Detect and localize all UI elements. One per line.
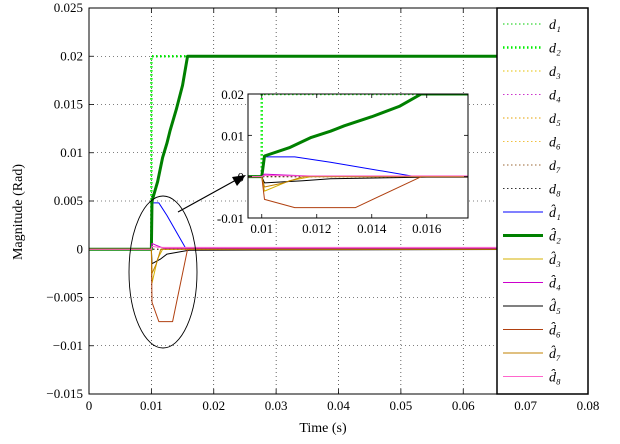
x-tick-label: 0.01 <box>140 398 163 413</box>
x-tick-label: 0 <box>86 398 93 413</box>
legend-label-d3_hat: d̂₃ <box>549 251 561 268</box>
series-line-d2_hat <box>89 54 588 251</box>
y-tick-label: −0.01 <box>53 338 83 353</box>
y-tick-label: 0.015 <box>54 97 83 112</box>
x-axis-label: Time (s) <box>299 421 347 436</box>
inset-y-tick-label: 0.01 <box>221 128 244 143</box>
legend-label-d6: d₆ <box>549 136 561 151</box>
x-tick-label: 0.07 <box>514 398 537 413</box>
legend-label-d4_hat: d̂₄ <box>549 275 561 292</box>
series-line-d8_hat <box>248 174 468 178</box>
legend: d₁ d₂ d₃ d₄ d₅ d₆ d₇ d₈ d̂₁ d̂₂ d̂₃ d̂₄ d̂₅ d̂₆ d̂₇ d̂₈ <box>496 7 589 395</box>
inset-x-tick-label: 0.012 <box>302 221 331 236</box>
inset-y-tick-label: 0.02 <box>221 87 244 102</box>
legend-label-d1_hat: d̂₁ <box>549 204 561 221</box>
inset-y-tick-label: 0 <box>238 170 245 185</box>
legend-label-d1: d₁ <box>549 18 561 33</box>
inset-frame <box>247 93 469 219</box>
y-tick-label: −0.005 <box>46 290 83 305</box>
zoom-region-ellipse <box>128 195 198 349</box>
inset-x-tick-label: 0.01 <box>250 221 273 236</box>
legend-label-d6_hat: d̂₆ <box>549 322 561 339</box>
legend-label-d7: d₇ <box>549 159 561 174</box>
y-tick-label: 0.025 <box>54 0 83 15</box>
series-line-d6_hat <box>248 176 468 209</box>
x-tick-label: 0.02 <box>202 398 225 413</box>
y-axis-label: Magnitude (Rad) <box>11 164 26 260</box>
series-line-d7_hat <box>248 176 468 188</box>
inset-zoom-plot: 0.01 0.012 0.014 0.016 -0.01 0 0.01 0.02 <box>217 87 469 236</box>
legend-label-d5_hat: d̂₅ <box>549 298 561 315</box>
series-line-d2_hat <box>248 94 468 179</box>
legend-label-d8: d₈ <box>549 183 561 198</box>
axes-frame <box>88 7 589 395</box>
legend-label-d2_hat: d̂₂ <box>549 228 561 245</box>
zoom-arrow-head <box>232 175 246 186</box>
legend-label-d5: d₅ <box>549 112 561 127</box>
inset-background <box>248 94 468 218</box>
legend-label-d4: d₄ <box>549 89 561 104</box>
x-tick-label: 0.04 <box>327 398 350 413</box>
y-tick-label: 0.02 <box>60 48 83 63</box>
inset-x-tick-label: 0.016 <box>412 221 442 236</box>
x-tick-label: 0.03 <box>265 398 288 413</box>
legend-box <box>496 7 589 395</box>
main-plot-lines <box>89 54 588 323</box>
y-tick-label: 0.01 <box>60 145 83 160</box>
x-tick-label: 0.08 <box>577 398 600 413</box>
x-tick-label: 0.06 <box>452 398 475 413</box>
inset-x-tick-label: 0.014 <box>357 221 387 236</box>
y-tick-label: 0 <box>77 241 84 256</box>
legend-label-d2: d₂ <box>549 42 561 57</box>
y-tick-label: −0.015 <box>46 386 83 401</box>
x-tick-label: 0.05 <box>390 398 413 413</box>
y-tick-label: 0.005 <box>54 193 83 208</box>
inset-y-tick-label: -0.01 <box>217 211 244 226</box>
series-line-d3_hat <box>248 176 468 192</box>
zoom-arrow <box>177 179 237 213</box>
series-line-d2 <box>248 94 468 178</box>
legend-label-d7_hat: d̂₇ <box>549 345 561 362</box>
annotation-layer <box>128 175 246 349</box>
legend-label-d8_hat: d̂₈ <box>549 369 561 386</box>
legend-label-d3: d₃ <box>549 65 561 80</box>
series-line-d4_hat <box>248 173 468 178</box>
